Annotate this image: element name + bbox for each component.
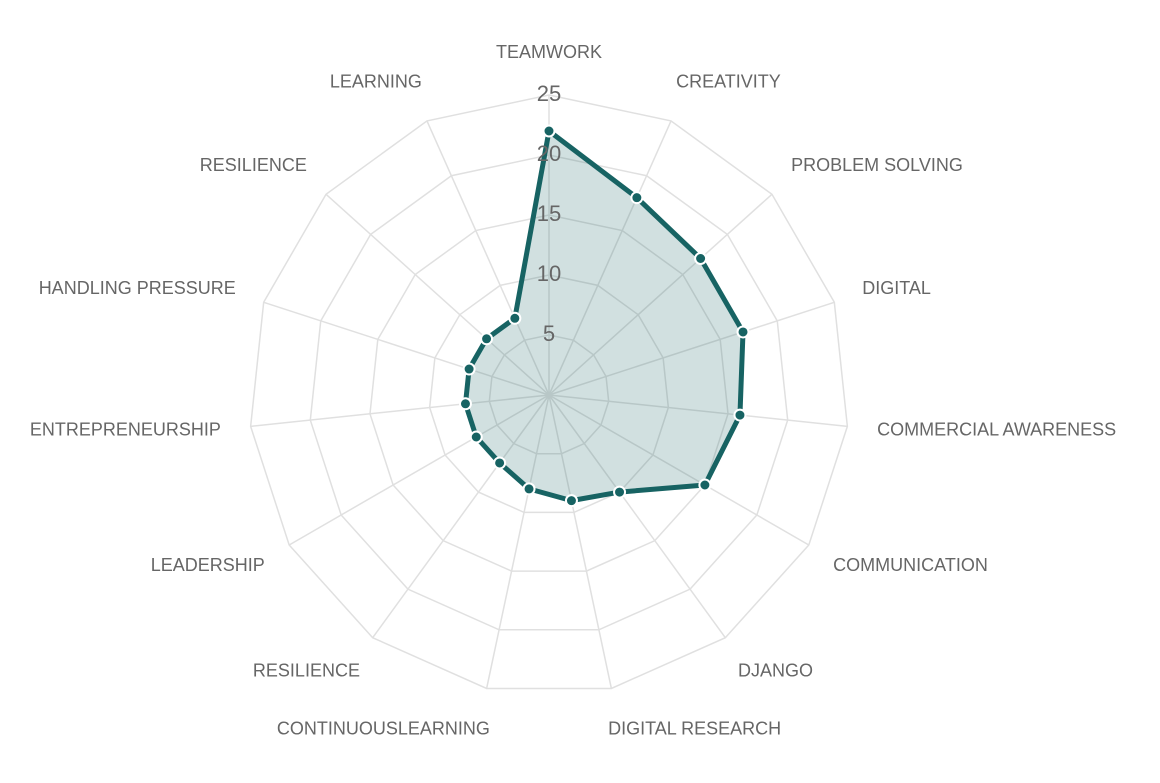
radar-point bbox=[458, 397, 472, 411]
radar-point bbox=[462, 362, 476, 376]
spoke bbox=[548, 394, 726, 639]
radar-point bbox=[522, 482, 536, 496]
radar-point bbox=[508, 311, 522, 325]
spoke bbox=[548, 120, 672, 396]
grid-ring bbox=[309, 154, 789, 631]
category-label: COMMERCIAL AWARENESS bbox=[877, 419, 1116, 439]
tick-label: 20 bbox=[537, 141, 561, 166]
category-label: DIGITAL bbox=[862, 278, 931, 298]
tick-label: 5 bbox=[543, 321, 555, 346]
spoke bbox=[548, 301, 835, 396]
radar-point bbox=[564, 494, 578, 508]
spoke bbox=[250, 394, 550, 428]
tick-label: 10 bbox=[537, 261, 561, 286]
category-label: PROBLEM SOLVING bbox=[791, 155, 963, 175]
spoke bbox=[485, 394, 550, 689]
spoke bbox=[288, 394, 550, 546]
grid-ring bbox=[488, 334, 610, 455]
category-label: TEAMWORK bbox=[496, 42, 602, 62]
radar-point bbox=[613, 485, 627, 499]
category-label: CONTINUOUSLEARNING bbox=[277, 718, 490, 738]
spoke bbox=[548, 394, 613, 689]
radar-point bbox=[630, 191, 644, 205]
radar-point bbox=[736, 325, 750, 339]
radar-point bbox=[698, 478, 712, 492]
category-label: DJANGO bbox=[738, 660, 813, 680]
tick-label: 15 bbox=[537, 201, 561, 226]
tick-label: 25 bbox=[537, 81, 561, 106]
radar-point bbox=[542, 124, 556, 138]
spoke bbox=[325, 193, 550, 396]
spoke bbox=[548, 394, 810, 546]
spoke bbox=[426, 120, 550, 396]
radar-point bbox=[694, 251, 708, 265]
grid-ring bbox=[249, 94, 849, 690]
category-label: LEADERSHIP bbox=[151, 555, 265, 575]
spoke bbox=[372, 394, 550, 639]
category-label: LEARNING bbox=[330, 71, 422, 91]
radar-point bbox=[733, 408, 747, 422]
plot bbox=[458, 124, 750, 508]
category-label: COMMUNICATION bbox=[833, 555, 988, 575]
labels: 5 10 15 20 25 TEAMWORK CREATIVITY PROBLEM SOLVI… bbox=[30, 42, 1116, 739]
radar-point bbox=[480, 332, 494, 346]
radar-area bbox=[462, 128, 746, 504]
radar-point bbox=[493, 456, 507, 470]
category-label: CREATIVITY bbox=[676, 71, 781, 91]
spoke bbox=[263, 301, 550, 396]
grid-ring bbox=[428, 274, 670, 514]
grid bbox=[249, 94, 849, 690]
grid-ring bbox=[369, 214, 729, 572]
spoke bbox=[548, 394, 848, 428]
category-label: RESILIENCE bbox=[200, 155, 307, 175]
category-label: ENTREPRENEURSHIP bbox=[30, 419, 221, 439]
radar-point bbox=[469, 430, 483, 444]
category-label: RESILIENCE bbox=[253, 660, 360, 680]
spoke bbox=[548, 193, 773, 396]
category-label: DIGITAL RESEARCH bbox=[608, 718, 781, 738]
category-label: HANDLING PRESSURE bbox=[39, 278, 236, 298]
